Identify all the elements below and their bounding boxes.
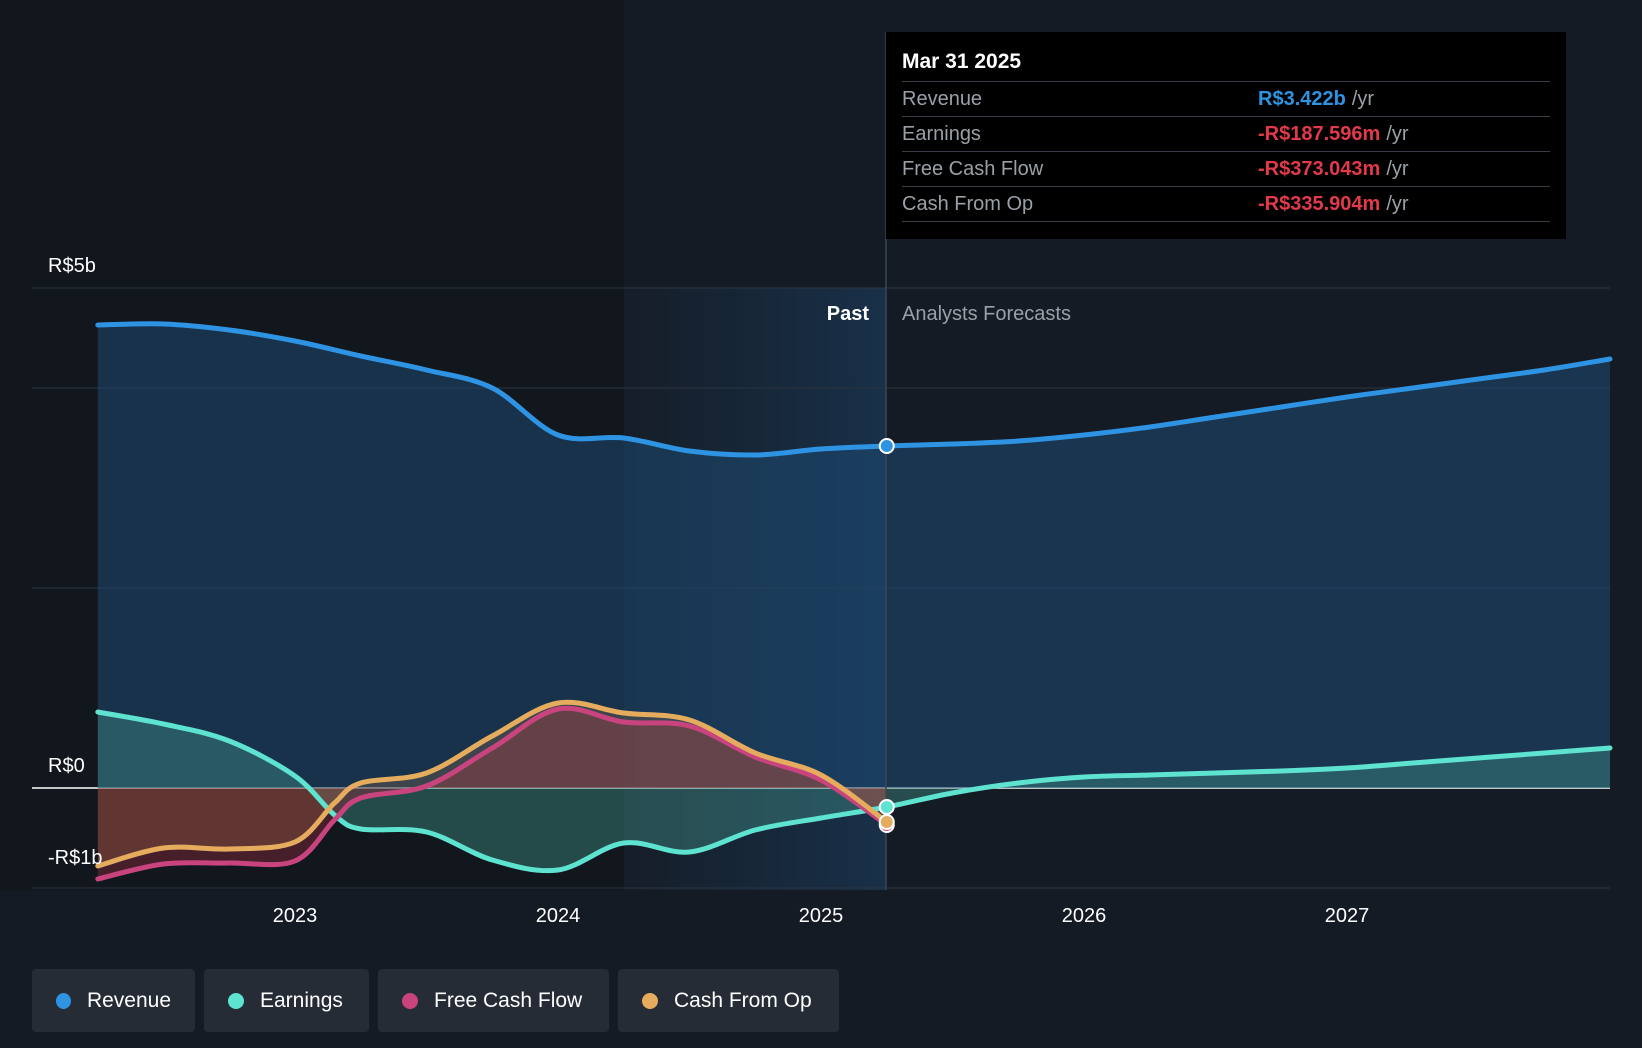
x-tick-label: 2027 — [1325, 905, 1370, 927]
series-areas — [97, 323, 1610, 879]
tooltip-label: Free Cash Flow — [902, 158, 1044, 180]
series-lines — [95, 321, 1613, 882]
legend-item-free-cash-flow[interactable]: Free Cash Flow — [378, 969, 609, 1032]
free-cash-flow-dot-icon — [402, 992, 418, 1009]
tooltip-label: Revenue — [902, 88, 983, 110]
tooltip-unit: /yr — [1386, 123, 1409, 145]
legend-label: Free Cash Flow — [434, 988, 583, 1012]
tooltip-row-cash-from-op: Cash From Op -R$335.904m /yr — [902, 187, 1550, 222]
area-free-cash-flow — [97, 708, 887, 879]
tooltip-label: Cash From Op — [902, 193, 1034, 215]
legend-label: Earnings — [260, 988, 343, 1012]
cash-from-op-dot-icon — [642, 992, 658, 1009]
legend-item-earnings[interactable]: Earnings — [204, 969, 369, 1032]
tooltip-date: Mar 31 2025 — [902, 46, 1550, 82]
x-axis-labels: 2023 2024 2025 2026 2027 — [273, 905, 1370, 927]
area-revenue — [97, 323, 1610, 788]
x-tick-label: 2025 — [799, 905, 844, 927]
tooltip-value: -R$187.596m — [1258, 123, 1381, 145]
x-tick-label: 2023 — [273, 905, 318, 927]
tooltip-value: -R$373.043m — [1258, 158, 1381, 180]
line-free-cash-flow — [95, 705, 890, 882]
legend: Revenue Earnings Free Cash Flow Cash Fro… — [32, 969, 839, 1032]
y-tick-label: R$0 — [48, 755, 85, 777]
revenue-dot-icon — [56, 992, 71, 1009]
past-label: Past — [827, 303, 870, 325]
marker-revenue — [878, 438, 895, 454]
x-tick-label: 2024 — [536, 905, 581, 927]
x-tick-label: 2026 — [1062, 905, 1107, 927]
area-cash-from-op — [97, 702, 887, 866]
line-earnings — [95, 709, 1613, 874]
chart: Past Analysts Forecasts R$5b R$0 -R$1b 202… — [32, 32, 1613, 927]
line-revenue — [95, 321, 1613, 458]
line-cash-from-op — [95, 699, 890, 869]
earnings-dot-icon — [228, 992, 244, 1009]
tooltip-value: R$3.422b — [1258, 88, 1346, 110]
tooltip-unit: /yr — [1351, 88, 1375, 110]
tooltip-unit: /yr — [1386, 193, 1409, 215]
forecast-label: Analysts Forecasts — [902, 303, 1071, 325]
y-axis-labels: R$5b R$0 -R$1b — [48, 255, 102, 869]
marker-cash-from-op — [878, 814, 895, 830]
tooltip-label: Earnings — [902, 123, 981, 145]
marker-earnings — [878, 799, 895, 815]
tooltip: Mar 31 2025 Revenue R$3.422b /yr Earning… — [886, 32, 1566, 239]
tooltip-row-earnings: Earnings -R$187.596m /yr — [902, 117, 1550, 152]
legend-item-revenue[interactable]: Revenue — [32, 969, 195, 1032]
legend-label: Cash From Op — [674, 988, 812, 1012]
tooltip-value: -R$335.904m — [1258, 193, 1381, 215]
tooltip-row-revenue: Revenue R$3.422b /yr — [902, 82, 1550, 117]
legend-label: Revenue — [86, 988, 171, 1012]
tooltip-row-free-cash-flow: Free Cash Flow -R$373.043m /yr — [902, 152, 1550, 187]
series-markers — [878, 438, 895, 833]
tooltip-unit: /yr — [1386, 158, 1409, 180]
area-earnings — [97, 712, 1610, 871]
y-tick-label: -R$1b — [48, 847, 102, 869]
legend-item-cash-from-op[interactable]: Cash From Op — [618, 969, 839, 1032]
y-tick-label: R$5b — [48, 255, 96, 277]
